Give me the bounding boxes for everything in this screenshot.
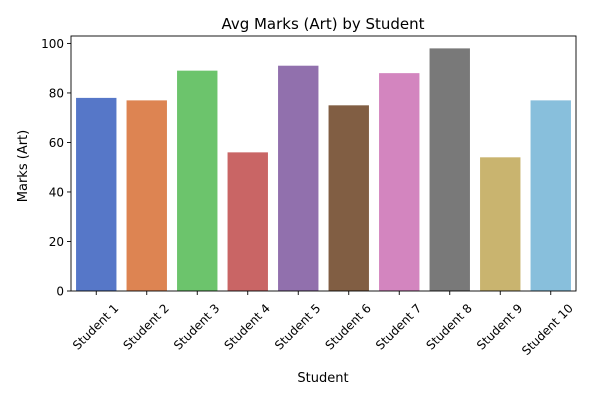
y-axis-label: Marks (Art) xyxy=(16,130,31,202)
bar-3 xyxy=(177,70,218,292)
bar-8 xyxy=(429,48,470,292)
x-tick-label: Student 8 xyxy=(423,301,474,352)
y-tick-label: 60 xyxy=(49,136,64,150)
x-tick-label: Student 6 xyxy=(322,301,373,352)
chart-title: Avg Marks (Art) by Student xyxy=(221,15,424,33)
x-axis-ticks: Student 1 Student 2 Student 3 Student 4 Stud… xyxy=(70,291,576,358)
y-tick-label: 100 xyxy=(41,37,64,51)
bar-7 xyxy=(379,73,420,291)
x-tick-label: Student 2 xyxy=(120,301,171,352)
bars-group xyxy=(76,48,571,292)
y-axis-ticks: 0 20 40 60 80 100 xyxy=(41,37,71,299)
x-tick-label: Student 7 xyxy=(373,301,424,352)
y-tick-label: 0 xyxy=(56,285,64,299)
bar-2 xyxy=(126,100,167,292)
y-tick-label: 40 xyxy=(49,185,64,199)
plot-frame xyxy=(70,35,577,292)
bar-10 xyxy=(530,100,571,292)
x-tick-label: Student 5 xyxy=(272,301,323,352)
x-tick-label: Student 4 xyxy=(221,301,272,352)
bar-9 xyxy=(480,157,521,291)
x-tick-label: Student 10 xyxy=(519,301,576,358)
x-tick-label: Student 3 xyxy=(171,301,222,352)
y-tick-label: 80 xyxy=(49,86,64,100)
bar-6 xyxy=(328,105,369,291)
x-tick-label: Student 9 xyxy=(474,301,525,352)
x-tick-label: Student 1 xyxy=(70,301,121,352)
y-tick-label: 20 xyxy=(49,235,64,249)
x-axis-label: Student xyxy=(297,371,348,386)
bar-4 xyxy=(227,152,268,291)
bar-5 xyxy=(278,65,319,291)
bar-1 xyxy=(76,97,117,291)
